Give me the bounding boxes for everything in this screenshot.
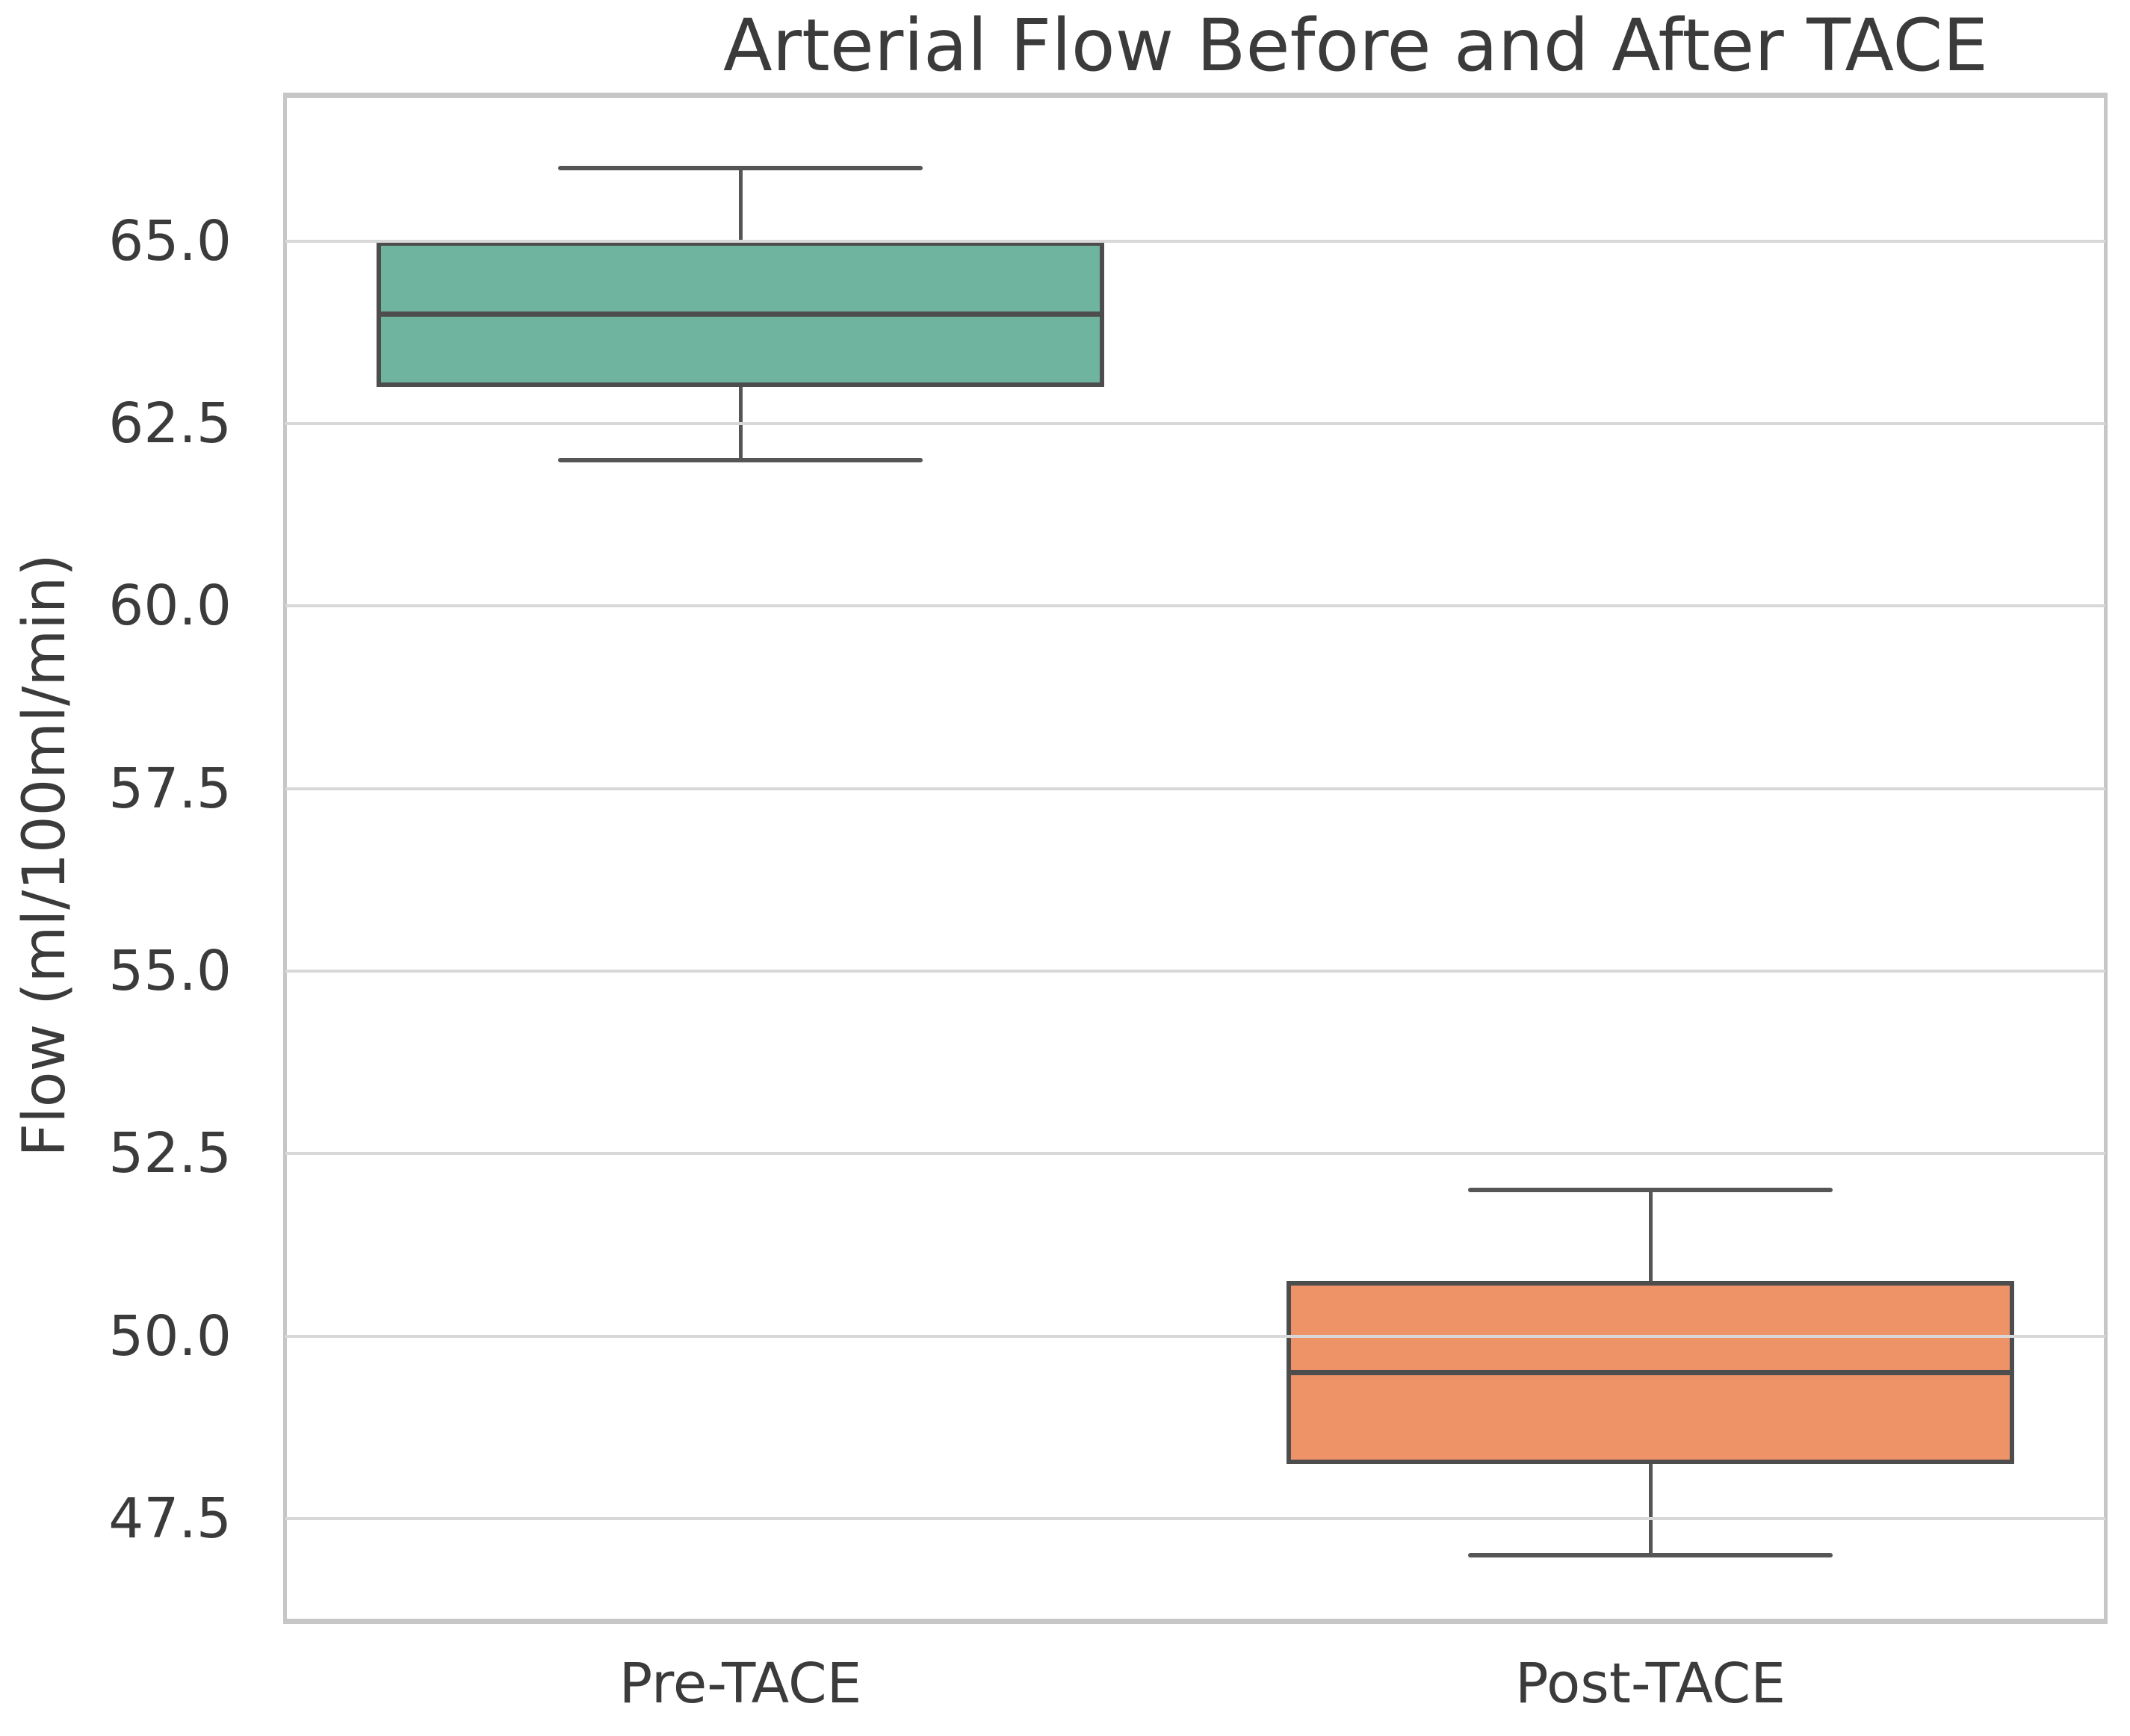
y-tick-label-57.5: 57.5 (108, 756, 232, 821)
plot-area (285, 95, 2105, 1621)
whisker-cap-max-post-tace (1468, 1188, 1833, 1193)
whisker-lower-post-tace (1648, 1463, 1653, 1556)
chart-title: Arterial Flow Before and After TACE (723, 4, 1989, 87)
plot-spine-right (2104, 93, 2108, 1624)
whisker-cap-min-pre-tace (558, 457, 923, 462)
y-gridline-60.0 (285, 604, 2105, 608)
whisker-upper-pre-tace (738, 167, 743, 241)
plot-spine-left (283, 93, 287, 1624)
y-gridline-65.0 (285, 239, 2105, 243)
y-gridline-62.5 (285, 421, 2105, 425)
y-tick-label-47.5: 47.5 (108, 1487, 232, 1551)
y-tick-label-55.0: 55.0 (108, 939, 232, 1003)
y-gridline-57.5 (285, 787, 2105, 790)
y-gridline-55.0 (285, 970, 2105, 973)
median-line-pre-tace (376, 311, 1105, 317)
y-tick-label-50.0: 50.0 (108, 1303, 232, 1368)
y-tick-label-52.5: 52.5 (108, 1121, 232, 1186)
y-tick-label-60.0: 60.0 (108, 574, 232, 639)
whisker-cap-min-post-tace (1468, 1553, 1833, 1558)
whisker-cap-max-pre-tace (558, 165, 923, 170)
y-tick-label-62.5: 62.5 (108, 391, 232, 456)
y-tick-label-65.0: 65.0 (108, 208, 232, 273)
y-gridline-47.5 (285, 1517, 2105, 1521)
y-gridline-52.5 (285, 1152, 2105, 1156)
x-tick-label-post-tace: Post-TACE (1515, 1652, 1786, 1716)
plot-spine-top (283, 93, 2108, 98)
y-gridline-50.0 (285, 1334, 2105, 1338)
x-tick-label-pre-tace: Pre-TACE (619, 1652, 862, 1716)
median-line-post-tace (1286, 1370, 2015, 1376)
plot-spine-bottom (283, 1619, 2108, 1624)
whisker-upper-post-tace (1648, 1190, 1653, 1282)
